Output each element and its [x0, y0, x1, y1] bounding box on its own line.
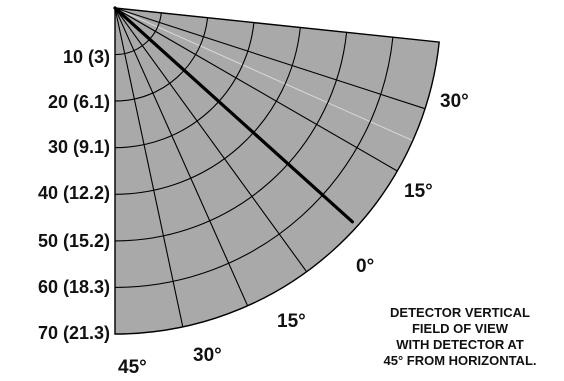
angle-ray-1 — [114, 7, 426, 110]
distance-arc-6 — [114, 37, 394, 288]
angle-label-0: 0° — [356, 256, 374, 277]
angle-rays — [114, 7, 426, 328]
distance-arc-2 — [114, 17, 209, 102]
angle-ray-3 — [114, 7, 308, 273]
distance-label-50: 50 (15.2) — [38, 231, 110, 251]
angle-label-30-bottom: 30° — [193, 345, 222, 366]
angle-label-45: 45° — [118, 357, 147, 378]
faint-guide-lines — [114, 7, 414, 142]
distance-arc-1 — [114, 12, 162, 56]
sector-outline — [114, 7, 440, 335]
angle-ray-4 — [114, 7, 249, 307]
angle-label-15-lower: 15° — [277, 311, 306, 332]
angle-ray-2 — [114, 7, 398, 172]
distance-label-30: 30 (9.1) — [48, 137, 110, 157]
distance-label-10: 10 (3) — [63, 47, 110, 67]
distance-arc-3 — [114, 22, 255, 149]
caption-line-4: 45° FROM HORIZONTAL. — [383, 353, 536, 368]
distance-label-70: 70 (21.3) — [38, 323, 110, 343]
caption-line-1: DETECTOR VERTICAL — [390, 305, 530, 320]
angle-labels: 45° 30° 15° 0° 15° 30° — [118, 91, 469, 378]
caption-line-3: WITH DETECTOR AT — [396, 337, 524, 352]
diagram-caption: DETECTOR VERTICAL FIELD OF VIEW WITH DET… — [383, 305, 536, 368]
faint-guide-line — [114, 7, 414, 142]
angle-label-30-upper: 30° — [440, 91, 469, 112]
angle-label-15-upper: 15° — [404, 181, 433, 202]
angle-ray-5 — [114, 7, 184, 328]
distance-label-40: 40 (12.2) — [38, 183, 110, 203]
caption-line-2: FIELD OF VIEW — [412, 321, 509, 336]
distance-label-20: 20 (6.1) — [48, 92, 110, 112]
distance-label-60: 60 (18.3) — [38, 277, 110, 297]
detector-axis-line — [113, 6, 354, 224]
distance-arc-4 — [114, 27, 301, 195]
distance-labels: 10 (3) 20 (6.1) 30 (9.1) 40 (12.2) 50 (1… — [38, 47, 110, 343]
detection-sector — [115, 8, 440, 334]
